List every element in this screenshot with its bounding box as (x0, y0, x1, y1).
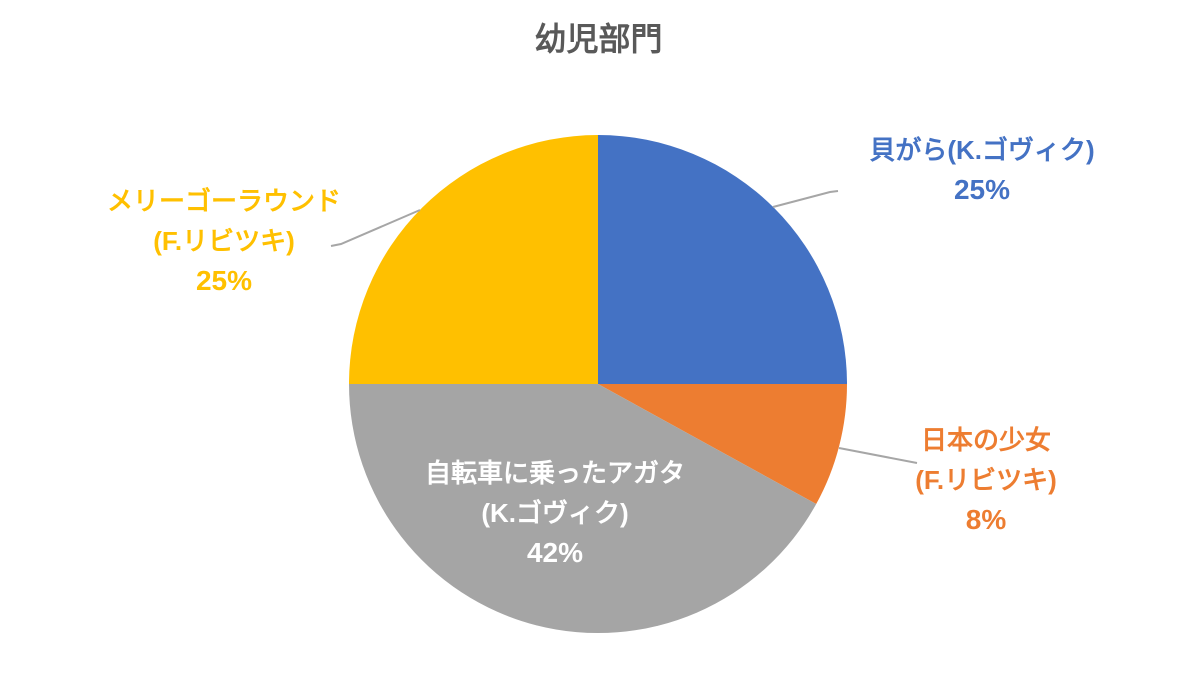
data-label-shell-title: 貝がら(K.ゴヴィク) (869, 135, 1095, 165)
data-label-merry-go-round-title: メリーゴーラウンド (106, 186, 341, 216)
data-label-japanese-girl-artist: (F.リビツキ) (915, 465, 1057, 495)
leader-line-merry-go-round (330, 209, 421, 247)
leader-lines (330, 190, 918, 464)
pie-slice-3 (349, 135, 598, 384)
data-label-japanese-girl-percent: 8% (965, 504, 1007, 535)
pie-slice-1 (598, 384, 847, 504)
pie-slice-0 (598, 135, 847, 384)
pie-slice-2 (348, 384, 817, 634)
pie-slices (348, 135, 847, 634)
data-label-shell-percent: 25% (953, 174, 1011, 205)
data-label-japanese-girl-title: 日本の少女 (920, 425, 1051, 455)
data-label-agatha-bicycle-artist: (K.ゴヴィク) (481, 498, 629, 528)
data-label-merry-go-round-percent: 25% (195, 265, 253, 296)
data-label-agatha-bicycle-percent: 42% (526, 537, 584, 568)
leader-line-shell (772, 190, 839, 208)
chart-title: 幼児部門 (534, 21, 663, 57)
data-label-merry-go-round: メリーゴーラウンド (F.リビツキ) 25% (44, 181, 404, 301)
data-label-agatha-bicycle-title: 自転車に乗ったアガタ (424, 458, 685, 488)
data-label-merry-go-round-artist: (F.リビツキ) (153, 226, 295, 256)
data-label-agatha-bicycle: 自転車に乗ったアガタ (K.ゴヴィク) 42% (375, 453, 735, 573)
data-label-shell: 貝がら(K.ゴヴィク) 25% (802, 130, 1162, 210)
data-label-japanese-girl: 日本の少女 (F.リビツキ) 8% (806, 420, 1166, 540)
leader-line-japanese-girl (838, 447, 918, 464)
